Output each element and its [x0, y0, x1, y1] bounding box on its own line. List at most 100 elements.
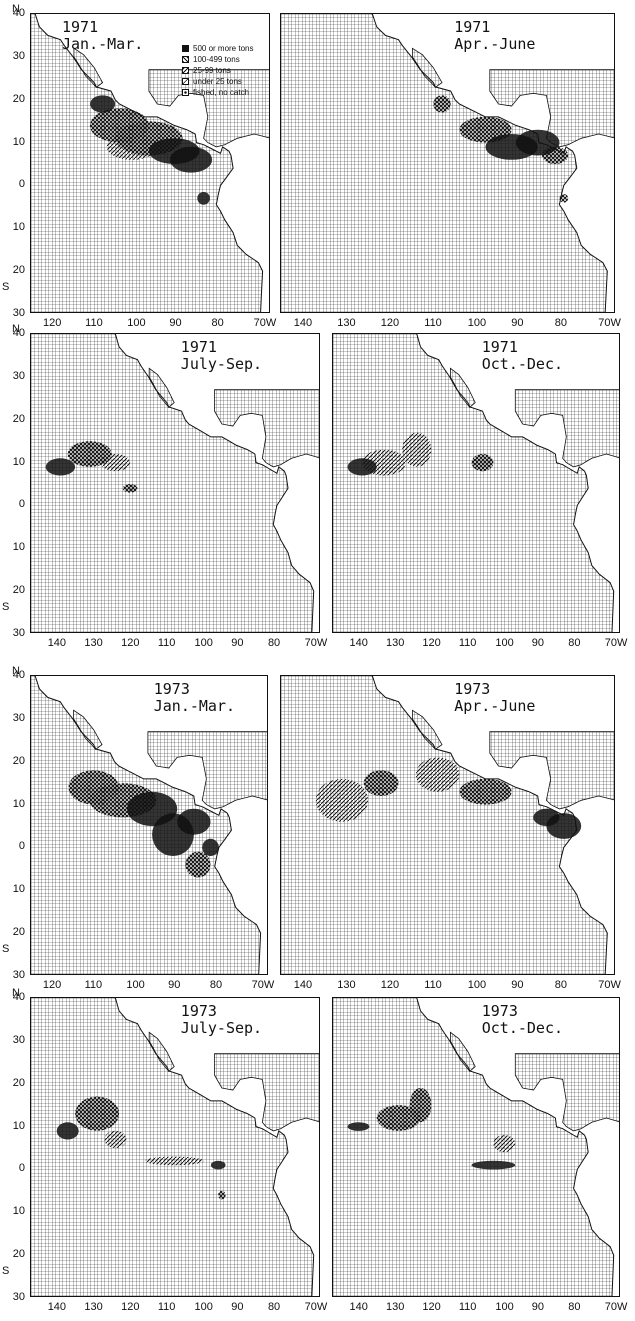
catch-area [433, 95, 451, 113]
x-tick-label: 80 [267, 637, 281, 649]
y-tick-label: 10 [12, 1119, 25, 1132]
catch-area [210, 1160, 226, 1170]
x-tick-label: 140 [349, 1301, 368, 1313]
caribbean-gulf-water [489, 731, 614, 810]
y-tick-label: 10 [12, 455, 25, 468]
catch-area [122, 484, 138, 493]
legend-swatch [182, 78, 189, 85]
x-tick-label: 140 [293, 317, 313, 329]
panel-year: 1971 [454, 18, 491, 36]
panel-title: 1971 Jan.-Mar. [62, 19, 143, 53]
y-tick-label: 20 [12, 754, 25, 767]
y-tick-label: 40 [12, 7, 25, 19]
legend: 500 or more tons 100-499 tons 25-99 tons un… [182, 43, 253, 98]
y-tick-label: 20 [12, 264, 25, 277]
legend-label: fished, no catch [193, 88, 250, 97]
x-tick-label: 70W [251, 979, 275, 991]
x-tick-label: 80 [554, 979, 568, 991]
panel-title: 1973 July-Sep. [181, 1003, 262, 1037]
y-tick-label: 30 [12, 1033, 25, 1046]
x-tick-label: 90 [511, 317, 524, 329]
x-tick-label: 140 [47, 637, 67, 649]
map-canvas [31, 334, 319, 632]
y-tick-label: 40 [12, 991, 25, 1003]
catch-area [471, 454, 494, 472]
x-tick-label: 130 [337, 317, 356, 329]
x-tick-label: 110 [424, 317, 442, 329]
x-tick-label: 110 [458, 1301, 477, 1313]
panel-title: 1973 Jan.-Mar. [154, 681, 235, 715]
map-panel-p5: 1973 Jan.-Mar. 120 110 100 90 80 70W [30, 675, 274, 995]
map-canvas [31, 676, 267, 974]
legend-swatch [182, 45, 189, 52]
x-tick-label: 130 [84, 637, 103, 649]
panel-period: Jan.-Mar. [62, 35, 144, 53]
catch-area [67, 441, 112, 467]
x-tick-label: 70W [604, 637, 628, 649]
gulf-of-california [412, 709, 443, 750]
north-label: N [12, 323, 20, 335]
y-tick-label: 10 [12, 883, 25, 896]
x-tick-label: 100 [495, 1301, 514, 1313]
catch-area [459, 778, 512, 805]
map-panel-p6: 1973 Apr.-June 140 130 120 110 100 90 80 70W [280, 675, 621, 995]
x-tick-label: 80 [209, 979, 223, 991]
x-tick-label: 90 [169, 317, 182, 329]
panel-title: 1971 Apr.-June [454, 19, 535, 53]
legend-swatch [182, 89, 189, 96]
x-tick-label: 130 [385, 1301, 405, 1313]
y-tick-label: 40 [12, 669, 25, 681]
x-tick-label: 110 [157, 637, 176, 649]
catch-area [218, 1190, 226, 1200]
y-tick-label: 10 [12, 135, 25, 148]
x-tick-label: 90 [511, 979, 524, 991]
map-canvas [333, 998, 619, 1296]
catch-area [75, 1096, 120, 1131]
catch-area [415, 757, 460, 792]
panel-period: Oct.-Dec. [481, 355, 564, 373]
caribbean-gulf-water [147, 731, 267, 810]
map-frame [30, 333, 320, 633]
legend-item: 25-99 tons [182, 65, 253, 76]
x-tick-label: 110 [84, 979, 103, 991]
y-tick-label: 30 [12, 1291, 25, 1303]
panel-year: 1971 [62, 18, 99, 36]
y-tick-label: 30 [12, 969, 25, 981]
catch-area [402, 432, 432, 467]
catch-area [100, 454, 131, 472]
map-frame [30, 675, 268, 975]
x-tick-label: 90 [231, 637, 244, 649]
x-tick-label: 120 [42, 979, 62, 991]
y-tick-label: 20 [12, 584, 25, 597]
catch-area [347, 1122, 370, 1131]
y-tick-label: 30 [12, 307, 25, 319]
y-tick-label: 10 [12, 1205, 25, 1218]
x-tick-label: 100 [467, 979, 487, 991]
south-label: S [2, 943, 10, 956]
catch-area [202, 838, 219, 856]
map-canvas [333, 334, 619, 632]
catch-area [362, 449, 406, 476]
map-panel-p2: 1971 Apr.-June 140 130 120 110 100 90 80 70W [280, 13, 621, 333]
panel-title: 1973 Apr.-June [454, 681, 535, 715]
catch-area [471, 1160, 516, 1170]
x-tick-label: 110 [424, 979, 442, 991]
map-frame [30, 997, 320, 1297]
panel-year: 1973 [180, 1002, 217, 1020]
x-tick-label: 100 [495, 637, 514, 649]
x-tick-label: 140 [293, 979, 313, 991]
x-tick-label: 70W [598, 317, 621, 329]
panel-title: 1971 July-Sep. [181, 339, 262, 373]
y-tick-label: 20 [12, 92, 25, 105]
catch-area [546, 813, 582, 839]
panel-period: Oct.-Dec. [481, 1019, 564, 1037]
x-tick-label: 130 [385, 637, 405, 649]
panel-title: 1973 Oct.-Dec. [482, 1003, 563, 1037]
gulf-of-california [73, 709, 103, 750]
x-tick-label: 80 [568, 637, 581, 649]
x-tick-label: 90 [531, 637, 545, 649]
x-tick-label: 120 [43, 317, 62, 329]
y-tick-label: 10 [12, 221, 25, 234]
y-tick-label: 0 [18, 178, 25, 191]
y-tick-label: 30 [12, 49, 25, 62]
